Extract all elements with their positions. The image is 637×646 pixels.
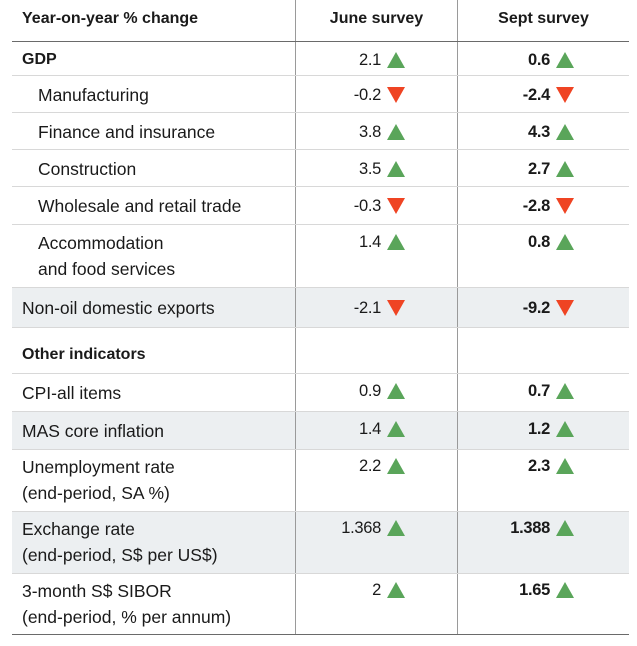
triangle-up-icon (556, 520, 574, 536)
triangle-up-icon (387, 458, 405, 474)
triangle-up-icon (387, 161, 405, 177)
table-row: Construction 3.5 2.7 (12, 150, 629, 187)
june-value: 1.4 (358, 232, 381, 251)
june-value: -0.2 (353, 85, 382, 104)
june-value: -2.1 (353, 298, 382, 317)
header-indicator: Year-on-year % change (22, 10, 199, 27)
triangle-up-icon (556, 582, 574, 598)
section-header-row: Other indicators (12, 328, 629, 374)
table-header-row: Year-on-year % change June survey Sept s… (12, 0, 629, 42)
row-label: MAS core inflation (22, 421, 165, 441)
sept-value: 1.388 (510, 518, 550, 537)
triangle-up-icon (556, 458, 574, 474)
sept-value: 0.8 (527, 232, 550, 251)
june-value: 2.1 (358, 50, 381, 69)
table-row: Non-oil domestic exports -2.1 -9.2 (12, 288, 629, 328)
june-value: 1.4 (358, 419, 381, 438)
june-value: 3.8 (358, 122, 381, 141)
triangle-up-icon (556, 161, 574, 177)
triangle-up-icon (387, 234, 405, 250)
triangle-down-icon (387, 198, 405, 214)
header-sept-survey: Sept survey (457, 0, 629, 41)
triangle-down-icon (387, 300, 405, 316)
table-row: 3-month S$ SIBOR (end-period, % per annu… (12, 574, 629, 635)
header-june-survey: June survey (295, 0, 457, 41)
triangle-up-icon (387, 582, 405, 598)
triangle-up-icon (387, 383, 405, 399)
triangle-down-icon (556, 87, 574, 103)
sept-value: -2.8 (522, 196, 551, 215)
row-label-line1: 3-month S$ SIBOR (22, 581, 172, 601)
sept-value: 2.7 (527, 159, 550, 178)
section-title: Other indicators (22, 346, 146, 363)
row-label-line1: Accommodation (38, 233, 164, 253)
row-label: Wholesale and retail trade (38, 196, 242, 216)
table-row: Exchange rate (end-period, S$ per US$) 1… (12, 512, 629, 574)
row-label: Manufacturing (38, 85, 149, 105)
forecast-table: Year-on-year % change June survey Sept s… (12, 0, 629, 635)
triangle-up-icon (556, 52, 574, 68)
table-row: MAS core inflation 1.4 1.2 (12, 412, 629, 450)
table-row: Wholesale and retail trade -0.3 -2.8 (12, 187, 629, 225)
table-row: GDP 2.1 0.6 (12, 42, 629, 76)
row-label-line2: (end-period, % per annum) (22, 607, 232, 627)
sept-value: 1.65 (519, 580, 550, 599)
row-label: Construction (38, 159, 137, 179)
triangle-up-icon (387, 421, 405, 437)
triangle-up-icon (556, 421, 574, 437)
table-row: Manufacturing -0.2 -2.4 (12, 76, 629, 113)
row-label-line2: and food services (38, 259, 176, 279)
sept-value: 0.6 (527, 50, 550, 69)
row-label: Finance and insurance (38, 122, 216, 142)
june-value: -0.3 (353, 196, 382, 215)
triangle-down-icon (556, 198, 574, 214)
sept-value: 0.7 (527, 381, 550, 400)
table-row: Accommodation and food services 1.4 0.8 (12, 225, 629, 288)
triangle-down-icon (387, 87, 405, 103)
row-label: Non-oil domestic exports (22, 298, 215, 318)
row-label-line2: (end-period, S$ per US$) (22, 545, 218, 565)
row-label: GDP (22, 51, 57, 68)
row-label: CPI-all items (22, 383, 122, 403)
table-row: Finance and insurance 3.8 4.3 (12, 113, 629, 150)
sept-value: -9.2 (522, 298, 551, 317)
triangle-up-icon (556, 124, 574, 140)
june-value: 2 (372, 580, 381, 599)
june-value: 0.9 (358, 381, 381, 400)
triangle-up-icon (387, 520, 405, 536)
june-value: 3.5 (358, 159, 381, 178)
june-value: 1.368 (341, 518, 381, 537)
triangle-up-icon (387, 124, 405, 140)
triangle-up-icon (556, 234, 574, 250)
sept-value: 2.3 (527, 456, 550, 475)
row-label-line2: (end-period, SA %) (22, 483, 170, 503)
june-value: 2.2 (358, 456, 381, 475)
triangle-up-icon (387, 52, 405, 68)
sept-value: 4.3 (527, 122, 550, 141)
triangle-down-icon (556, 300, 574, 316)
sept-value: 1.2 (527, 419, 550, 438)
row-label-line1: Unemployment rate (22, 457, 175, 477)
triangle-up-icon (556, 383, 574, 399)
row-label-line1: Exchange rate (22, 519, 135, 539)
sept-value: -2.4 (522, 85, 551, 104)
table-row: CPI-all items 0.9 0.7 (12, 374, 629, 412)
table-row: Unemployment rate (end-period, SA %) 2.2… (12, 450, 629, 512)
